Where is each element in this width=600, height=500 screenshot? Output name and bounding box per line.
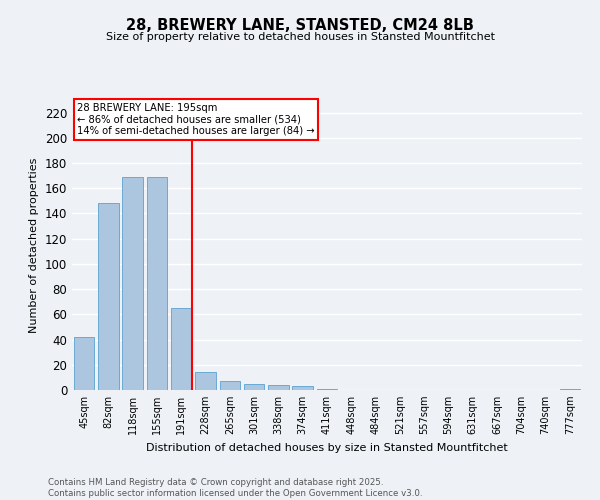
Bar bbox=[220, 381, 240, 390]
Text: 28 BREWERY LANE: 195sqm
← 86% of detached houses are smaller (534)
14% of semi-d: 28 BREWERY LANE: 195sqm ← 86% of detache… bbox=[77, 103, 315, 136]
Bar bbox=[268, 385, 289, 390]
Bar bbox=[560, 388, 580, 390]
X-axis label: Distribution of detached houses by size in Stansted Mountfitchet: Distribution of detached houses by size … bbox=[146, 442, 508, 452]
Bar bbox=[317, 388, 337, 390]
Bar bbox=[98, 204, 119, 390]
Bar bbox=[292, 386, 313, 390]
Bar bbox=[244, 384, 265, 390]
Text: Size of property relative to detached houses in Stansted Mountfitchet: Size of property relative to detached ho… bbox=[106, 32, 494, 42]
Bar bbox=[74, 337, 94, 390]
Text: Contains HM Land Registry data © Crown copyright and database right 2025.
Contai: Contains HM Land Registry data © Crown c… bbox=[48, 478, 422, 498]
Bar bbox=[195, 372, 216, 390]
Bar bbox=[122, 177, 143, 390]
Bar bbox=[171, 308, 191, 390]
Text: 28, BREWERY LANE, STANSTED, CM24 8LB: 28, BREWERY LANE, STANSTED, CM24 8LB bbox=[126, 18, 474, 32]
Bar bbox=[146, 177, 167, 390]
Y-axis label: Number of detached properties: Number of detached properties bbox=[29, 158, 39, 332]
